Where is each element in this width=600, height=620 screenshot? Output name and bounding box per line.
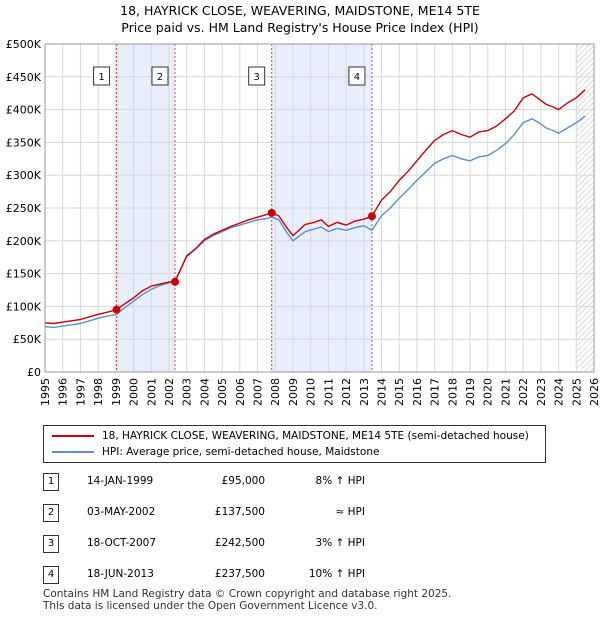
x-tick-label: 1998	[92, 378, 105, 406]
table-row: 1 14-JAN-1999 £95,000 8% ↑ HPI	[43, 473, 403, 493]
x-tick-label: 2017	[429, 378, 442, 406]
sale-label-box: 4	[348, 66, 366, 86]
sale-date: 03-MAY-2002	[87, 506, 156, 518]
y-tick-label: £250K	[6, 202, 42, 215]
legend-item-property: 18, HAYRICK CLOSE, WEAVERING, MAIDSTONE,…	[52, 428, 529, 444]
x-tick-label: 1996	[57, 378, 70, 406]
x-tick-label: 2022	[517, 378, 530, 406]
hpi-line	[44, 115, 586, 329]
sale-point	[367, 212, 376, 221]
x-tick-label: 2024	[553, 378, 566, 406]
table-row: 2 03-MAY-2002 £137,500 ≈ HPI	[43, 504, 403, 524]
y-tick-label: £0	[27, 366, 41, 379]
legend-label-hpi: HPI: Average price, semi-detached house,…	[102, 446, 380, 458]
table-row: 3 18-OCT-2007 £242,500 3% ↑ HPI	[43, 535, 403, 555]
legend-label-property: 18, HAYRICK CLOSE, WEAVERING, MAIDSTONE,…	[102, 430, 529, 442]
x-tick-label: 2004	[198, 378, 211, 406]
x-tick-label: 2006	[234, 378, 247, 406]
x-tick-label: 2012	[340, 378, 353, 406]
property-price-line	[44, 89, 586, 325]
x-tick-label: 2025	[570, 378, 583, 406]
x-tick-label: 2005	[216, 378, 229, 406]
legend-swatch-hpi	[52, 451, 94, 453]
x-tick-label: 2018	[446, 378, 459, 406]
x-tick-label: 1999	[110, 378, 123, 406]
sale-point	[170, 277, 179, 286]
x-tick-label: 2001	[145, 378, 158, 406]
sale-price: £95,000	[221, 475, 265, 487]
x-tick-label: 1997	[74, 378, 87, 406]
x-tick-label: 2014	[375, 378, 388, 406]
sale-label-box: 3	[248, 66, 266, 86]
title-line-2: Price paid vs. HM Land Registry's House …	[121, 20, 479, 35]
x-tick-label: 2026	[588, 378, 600, 406]
sale-date: 18-OCT-2007	[87, 537, 156, 549]
sale-label-number: 2	[157, 72, 163, 83]
y-tick-label: £450K	[6, 71, 42, 84]
x-tick-label: 2023	[535, 378, 548, 406]
x-tick-label: 2007	[252, 378, 265, 406]
price-chart: 1 2 3 4 £0 £50K £100K £150K £200K £250K £300K £350…	[6, 38, 600, 406]
legend: 18, HAYRICK CLOSE, WEAVERING, MAIDSTONE,…	[43, 425, 546, 463]
y-tick-label: £200K	[6, 235, 42, 248]
sale-price: £237,500	[214, 568, 265, 580]
y-tick-label: £300K	[6, 169, 42, 182]
sale-point	[267, 208, 276, 217]
footer: Contains HM Land Registry data © Crown c…	[43, 588, 451, 612]
x-tick-label: 2020	[482, 378, 495, 406]
sale-label-frame	[348, 66, 366, 86]
y-tick-label: £500K	[6, 38, 42, 51]
x-tick-label: 1995	[39, 378, 52, 406]
sale-number: 1	[43, 473, 59, 491]
x-tick-label: 2013	[358, 378, 371, 406]
sale-hpi-comparison: ≈ HPI	[335, 506, 365, 518]
table-row: 4 18-JUN-2013 £237,500 10% ↑ HPI	[43, 566, 403, 586]
x-tick-label: 2015	[393, 378, 406, 406]
sale-number: 4	[43, 566, 59, 584]
x-tick-label: 2009	[287, 378, 300, 406]
sale-date: 14-JAN-1999	[87, 475, 154, 487]
x-tick-label: 2011	[322, 378, 335, 406]
x-tick-label: 2010	[305, 378, 318, 406]
y-tick-label: £350K	[6, 136, 42, 149]
footer-licence: This data is licensed under the Open Gov…	[43, 600, 378, 612]
chart-title: 18, HAYRICK CLOSE, WEAVERING, MAIDSTONE,…	[0, 2, 600, 36]
footer-copyright: Contains HM Land Registry data © Crown c…	[43, 588, 452, 600]
y-tick-label: £100K	[6, 300, 42, 313]
x-tick-label: 2008	[269, 378, 282, 406]
x-tick-label: 2016	[411, 378, 424, 406]
sale-label-box: 1	[93, 66, 111, 86]
legend-item-hpi: HPI: Average price, semi-detached house,…	[52, 444, 379, 460]
x-tick-label: 2002	[163, 378, 176, 406]
sale-price: £137,500	[214, 506, 265, 518]
sale-label-box: 2	[151, 66, 169, 86]
sale-number: 2	[43, 504, 59, 522]
y-tick-label: £400K	[6, 104, 42, 117]
sale-hpi-comparison: 8% ↑ HPI	[315, 475, 365, 487]
sale-point	[112, 305, 121, 314]
sale-hpi-comparison: 3% ↑ HPI	[315, 537, 365, 549]
sale-label-number: 4	[354, 72, 360, 83]
sale-label-number: 1	[98, 72, 104, 83]
x-tick-label: 2019	[464, 378, 477, 406]
title-line-1: 18, HAYRICK CLOSE, WEAVERING, MAIDSTONE,…	[120, 3, 480, 18]
sale-label-number: 3	[253, 72, 259, 83]
sale-number: 3	[43, 535, 59, 553]
plot-frame	[44, 43, 595, 373]
sale-date: 18-JUN-2013	[87, 568, 154, 580]
x-tick-label: 2021	[499, 378, 512, 406]
legend-swatch-property	[52, 435, 94, 437]
sale-label-frame	[248, 66, 266, 86]
y-tick-label: £50K	[13, 333, 42, 346]
sale-hpi-comparison: 10% ↑ HPI	[308, 568, 365, 580]
y-tick-label: £150K	[6, 268, 42, 281]
sale-price: £242,500	[214, 537, 265, 549]
sale-label-frame	[93, 66, 111, 86]
x-tick-label: 2000	[128, 378, 141, 406]
sale-label-frame	[151, 66, 169, 86]
x-tick-label: 2003	[181, 378, 194, 406]
